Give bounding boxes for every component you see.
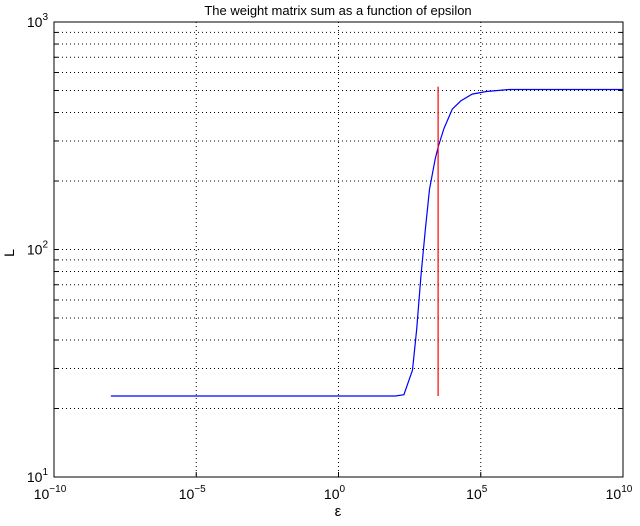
y-tick-label: 103 bbox=[27, 12, 49, 30]
y-axis-label: L bbox=[1, 249, 17, 257]
y-tick-label: 101 bbox=[27, 467, 49, 485]
x-tick-label: 100 bbox=[324, 484, 346, 502]
x-tick-label: 1010 bbox=[606, 484, 633, 502]
chart-title: The weight matrix sum as a function of e… bbox=[204, 3, 471, 18]
x-tick-label: 10−5 bbox=[179, 484, 206, 502]
x-axis-label: ε bbox=[335, 503, 342, 520]
y-tick-label: 102 bbox=[27, 240, 49, 258]
x-tick-label: 105 bbox=[466, 484, 488, 502]
x-tick-label: 10−10 bbox=[34, 484, 67, 502]
series-line bbox=[110, 88, 623, 397]
